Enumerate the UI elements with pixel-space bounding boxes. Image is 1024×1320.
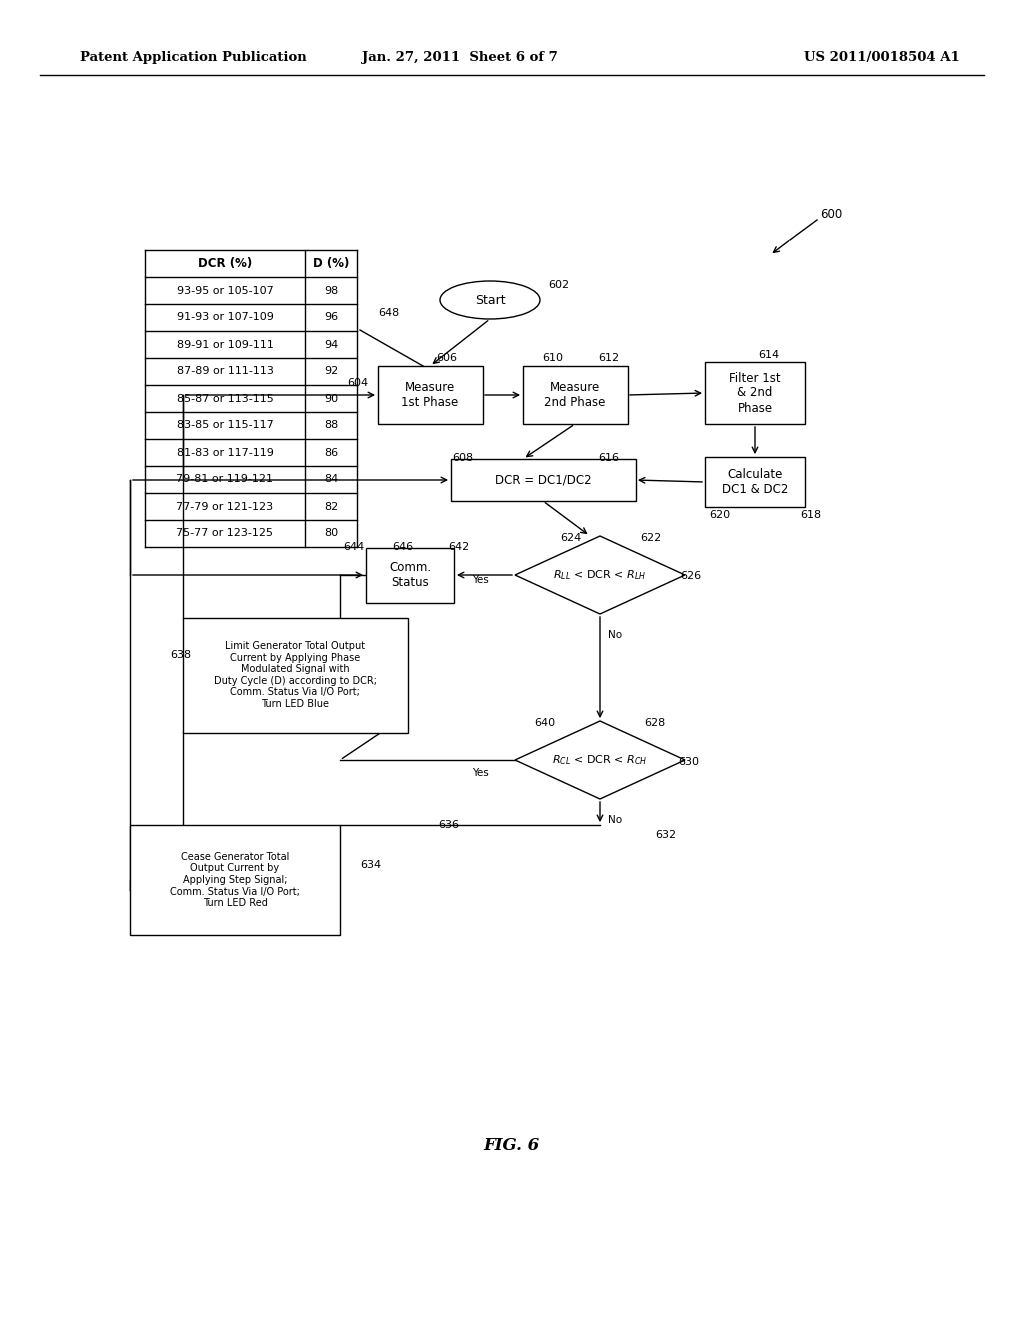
Text: 82: 82 <box>324 502 338 511</box>
Text: Limit Generator Total Output
Current by Applying Phase
Modulated Signal with
Dut: Limit Generator Total Output Current by … <box>213 642 377 709</box>
FancyBboxPatch shape <box>705 457 805 507</box>
Text: Comm.
Status: Comm. Status <box>389 561 431 589</box>
Text: 89-91 or 109-111: 89-91 or 109-111 <box>176 339 273 350</box>
Text: 630: 630 <box>678 756 699 767</box>
Text: 87-89 or 111-113: 87-89 or 111-113 <box>176 367 273 376</box>
Text: Measure
1st Phase: Measure 1st Phase <box>401 381 459 409</box>
Text: 98: 98 <box>324 285 338 296</box>
Text: 80: 80 <box>324 528 338 539</box>
Text: 610: 610 <box>542 352 563 363</box>
Text: 612: 612 <box>598 352 620 363</box>
FancyBboxPatch shape <box>366 548 454 602</box>
Text: 618: 618 <box>800 510 821 520</box>
Text: DCR = DC1/DC2: DCR = DC1/DC2 <box>495 474 591 487</box>
Text: 93-95 or 105-107: 93-95 or 105-107 <box>176 285 273 296</box>
Text: US 2011/0018504 A1: US 2011/0018504 A1 <box>804 51 961 65</box>
Text: 628: 628 <box>644 718 666 729</box>
Text: 81-83 or 117-119: 81-83 or 117-119 <box>176 447 273 458</box>
Text: 77-79 or 121-123: 77-79 or 121-123 <box>176 502 273 511</box>
FancyBboxPatch shape <box>182 618 408 733</box>
Text: 91-93 or 107-109: 91-93 or 107-109 <box>176 313 273 322</box>
Polygon shape <box>515 721 685 799</box>
Text: 620: 620 <box>709 510 730 520</box>
Text: 83-85 or 115-117: 83-85 or 115-117 <box>176 421 273 430</box>
Text: 638: 638 <box>170 649 191 660</box>
Text: 90: 90 <box>324 393 338 404</box>
Text: 604: 604 <box>347 378 368 388</box>
Text: Cease Generator Total
Output Current by
Applying Step Signal;
Comm. Status Via I: Cease Generator Total Output Current by … <box>170 851 300 908</box>
Text: 626: 626 <box>680 572 701 581</box>
Text: No: No <box>608 630 623 640</box>
Text: 92: 92 <box>324 367 338 376</box>
Text: 634: 634 <box>360 861 381 870</box>
FancyBboxPatch shape <box>522 366 628 424</box>
Text: 614: 614 <box>758 350 779 360</box>
Text: Start: Start <box>475 293 505 306</box>
Text: 636: 636 <box>438 820 459 830</box>
Text: 79-81 or 119-121: 79-81 or 119-121 <box>176 474 273 484</box>
Text: 624: 624 <box>560 533 582 543</box>
Text: Measure
2nd Phase: Measure 2nd Phase <box>545 381 605 409</box>
Text: $R_{LL}$ < DCR < $R_{LH}$: $R_{LL}$ < DCR < $R_{LH}$ <box>553 568 646 582</box>
Polygon shape <box>515 536 685 614</box>
Text: 608: 608 <box>452 453 473 463</box>
FancyBboxPatch shape <box>378 366 482 424</box>
Text: D (%): D (%) <box>312 257 349 271</box>
Text: No: No <box>608 814 623 825</box>
Text: $R_{CL}$ < DCR < $R_{CH}$: $R_{CL}$ < DCR < $R_{CH}$ <box>552 754 648 767</box>
Text: 646: 646 <box>392 543 413 552</box>
Text: 642: 642 <box>449 543 469 552</box>
FancyBboxPatch shape <box>451 459 636 502</box>
Text: Yes: Yes <box>472 576 488 585</box>
Text: FIG. 6: FIG. 6 <box>484 1137 540 1154</box>
Text: 88: 88 <box>324 421 338 430</box>
Text: 644: 644 <box>344 543 365 552</box>
Text: Filter 1st
& 2nd
Phase: Filter 1st & 2nd Phase <box>729 371 781 414</box>
Text: Yes: Yes <box>472 768 488 777</box>
Text: Jan. 27, 2011  Sheet 6 of 7: Jan. 27, 2011 Sheet 6 of 7 <box>362 51 558 65</box>
Text: 602: 602 <box>548 280 569 290</box>
Text: Patent Application Publication: Patent Application Publication <box>80 51 307 65</box>
Text: 606: 606 <box>436 352 457 363</box>
Text: 75-77 or 123-125: 75-77 or 123-125 <box>176 528 273 539</box>
Text: 600: 600 <box>820 209 843 222</box>
Text: 84: 84 <box>324 474 338 484</box>
FancyBboxPatch shape <box>705 362 805 424</box>
Ellipse shape <box>440 281 540 319</box>
Text: 85-87 or 113-115: 85-87 or 113-115 <box>176 393 273 404</box>
FancyBboxPatch shape <box>130 825 340 935</box>
Text: 94: 94 <box>324 339 338 350</box>
Text: 648: 648 <box>378 308 399 318</box>
Text: 96: 96 <box>324 313 338 322</box>
Text: Calculate
DC1 & DC2: Calculate DC1 & DC2 <box>722 469 788 496</box>
Text: 632: 632 <box>655 830 676 840</box>
Text: DCR (%): DCR (%) <box>198 257 252 271</box>
Text: 86: 86 <box>324 447 338 458</box>
Text: 640: 640 <box>534 718 555 729</box>
Text: 616: 616 <box>598 453 618 463</box>
Text: 622: 622 <box>640 533 662 543</box>
